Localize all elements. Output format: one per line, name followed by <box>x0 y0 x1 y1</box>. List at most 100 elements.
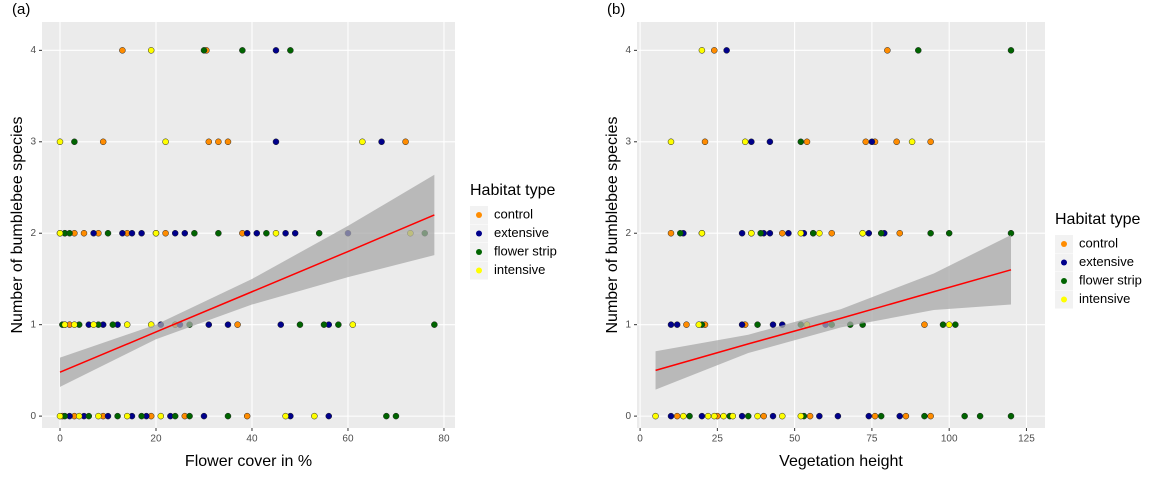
data-point <box>896 412 903 420</box>
data-point <box>686 412 693 420</box>
data-point <box>711 47 718 54</box>
legend-label: control <box>1079 235 1118 250</box>
data-point <box>56 412 64 420</box>
x-tick-label: 40 <box>246 434 258 445</box>
data-point <box>224 138 232 146</box>
data-point <box>296 321 304 328</box>
data-point <box>806 412 814 420</box>
data-point <box>667 229 675 237</box>
data-point <box>816 229 823 237</box>
confidence-band <box>59 174 435 387</box>
legend-title: Habitat type <box>1055 211 1140 228</box>
legend-marker <box>1061 278 1067 284</box>
data-point <box>723 47 730 54</box>
legend-label: flower strip <box>1079 272 1142 287</box>
data-point <box>884 47 891 54</box>
data-point <box>809 229 817 237</box>
data-point <box>701 138 709 146</box>
data-point <box>282 229 289 237</box>
data-point <box>745 412 752 420</box>
data-point <box>205 321 213 328</box>
data-point <box>871 412 879 420</box>
x-tick-label: 0 <box>637 434 643 445</box>
data-point <box>652 412 659 420</box>
y-tick-label: 4 <box>30 45 36 56</box>
x-axis-label: Vegetation height <box>779 453 903 470</box>
y-tick-label: 2 <box>30 228 36 239</box>
data-point <box>162 229 169 237</box>
x-tick-label: 0 <box>57 434 63 445</box>
data-point <box>186 412 193 420</box>
data-point <box>877 412 885 420</box>
data-point <box>976 412 984 420</box>
data-point <box>315 229 323 237</box>
data-point <box>114 412 121 420</box>
data-point <box>667 412 675 420</box>
data-point <box>383 412 390 420</box>
data-point <box>945 321 953 328</box>
data-point <box>868 138 876 146</box>
data-point <box>927 138 934 146</box>
data-point <box>748 229 755 237</box>
y-tick-label: 1 <box>625 319 631 330</box>
data-point <box>61 321 69 328</box>
regression-line <box>655 269 1012 372</box>
data-point <box>243 229 251 237</box>
data-point <box>859 229 866 237</box>
x-axis-label: Flower cover in % <box>185 453 312 470</box>
data-point <box>66 229 73 237</box>
legend-marker <box>1061 241 1067 247</box>
data-point <box>239 47 246 54</box>
panel-label: (a) <box>12 1 30 18</box>
data-point <box>349 321 357 328</box>
legend-label: flower strip <box>494 243 557 258</box>
panel-label: (b) <box>607 1 625 18</box>
data-point <box>157 412 165 420</box>
data-point <box>335 321 342 328</box>
data-point <box>152 229 160 237</box>
data-point <box>769 321 777 328</box>
data-point <box>754 412 761 420</box>
data-point <box>915 47 922 54</box>
data-point <box>224 412 232 420</box>
y-tick-label: 0 <box>625 411 631 422</box>
data-point <box>138 412 145 420</box>
regression-line <box>59 214 435 373</box>
data-point <box>109 321 117 328</box>
x-tick-label: 50 <box>789 434 801 445</box>
data-point <box>263 229 270 237</box>
data-point <box>720 412 727 420</box>
x-tick-label: 100 <box>941 434 958 445</box>
data-point <box>711 412 718 420</box>
data-point <box>287 47 294 54</box>
data-point <box>1007 412 1015 420</box>
data-point <box>803 138 811 146</box>
y-tick-label: 3 <box>625 136 631 147</box>
data-point <box>181 229 189 237</box>
x-tick-label: 25 <box>712 434 724 445</box>
data-point <box>862 138 869 146</box>
data-point <box>738 321 746 328</box>
data-point <box>325 412 333 420</box>
data-point <box>927 229 934 237</box>
data-point <box>729 412 737 420</box>
data-point <box>921 412 928 420</box>
data-point <box>171 229 179 237</box>
y-axis-label: Number of bumblebee species <box>604 116 621 333</box>
data-point <box>104 412 112 420</box>
data-point <box>277 321 285 328</box>
data-point <box>921 321 928 328</box>
data-point <box>431 321 438 328</box>
data-point <box>359 138 366 146</box>
data-point <box>698 412 706 420</box>
data-point <box>104 229 112 237</box>
data-point <box>667 321 675 328</box>
data-point <box>673 321 681 328</box>
data-point <box>738 412 746 420</box>
data-point <box>865 229 873 237</box>
data-point <box>893 138 900 146</box>
legend-label: extensive <box>494 225 549 240</box>
legend-marker <box>476 230 482 237</box>
data-point <box>80 229 88 237</box>
